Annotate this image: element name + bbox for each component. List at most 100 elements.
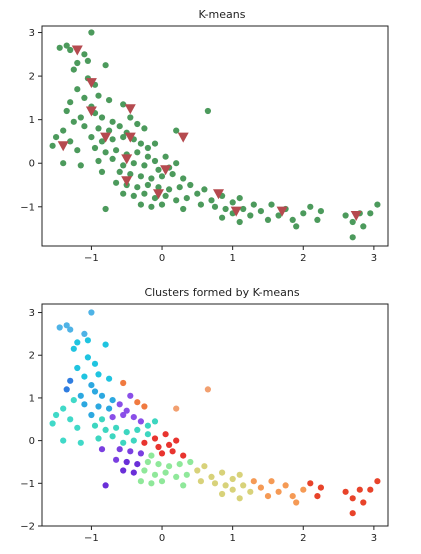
data-point <box>158 450 166 457</box>
x-axis: −1 0 1 2 3 <box>84 246 377 264</box>
data-point <box>158 173 166 180</box>
data-point <box>219 214 226 221</box>
data-point <box>151 195 159 202</box>
data-point <box>130 414 137 421</box>
data-point <box>201 186 208 193</box>
data-point <box>67 326 74 333</box>
data-point <box>197 478 204 485</box>
data-point <box>342 488 349 495</box>
data-point <box>134 120 141 128</box>
data-point <box>144 181 151 189</box>
data-point <box>151 157 159 165</box>
data-point <box>98 416 106 423</box>
data-point <box>187 458 194 466</box>
data-point <box>67 377 74 384</box>
data-point <box>222 482 229 489</box>
data-point <box>268 478 275 485</box>
data-point <box>81 123 88 130</box>
data-point <box>141 190 148 197</box>
data-point <box>166 441 173 448</box>
data-point <box>144 431 151 438</box>
data-point <box>183 195 190 202</box>
y-tick-label: 1 <box>29 115 35 126</box>
data-point <box>264 216 272 223</box>
data-point <box>116 446 123 453</box>
data-point <box>250 478 257 485</box>
data-point <box>95 125 102 132</box>
centroid-marker <box>100 132 112 143</box>
data-point <box>137 478 144 485</box>
data-point <box>137 201 144 208</box>
data-point <box>63 322 70 329</box>
data-point <box>70 397 77 404</box>
data-point <box>151 435 159 442</box>
data-point <box>204 386 211 393</box>
data-point <box>349 218 356 226</box>
data-point <box>67 138 74 145</box>
data-point <box>88 411 95 419</box>
data-point <box>155 184 162 191</box>
points-layer <box>49 29 381 241</box>
data-point <box>173 437 180 444</box>
data-point <box>236 218 243 226</box>
data-point <box>88 382 95 389</box>
data-point <box>166 186 173 193</box>
data-point <box>158 201 166 208</box>
data-point <box>102 149 109 156</box>
data-point <box>197 201 204 208</box>
data-point <box>123 407 130 414</box>
data-point <box>349 510 356 517</box>
data-point <box>77 439 84 446</box>
data-point <box>240 482 247 489</box>
centroid-marker <box>276 206 288 217</box>
data-point <box>151 471 159 478</box>
data-point <box>314 216 321 223</box>
data-point <box>74 86 81 93</box>
data-point <box>74 364 81 372</box>
centroid-marker <box>124 104 136 115</box>
y-axis: −2 −1 0 1 2 3 <box>20 308 42 533</box>
data-point <box>247 488 254 495</box>
data-point <box>106 127 113 134</box>
x-tick-label: 3 <box>371 533 377 544</box>
data-point <box>63 107 70 115</box>
data-point <box>113 179 120 186</box>
data-point <box>222 205 229 213</box>
data-point <box>88 134 95 141</box>
data-point <box>91 144 99 152</box>
data-point <box>162 153 169 160</box>
centroid-marker <box>124 132 136 143</box>
data-point <box>275 488 282 495</box>
data-point <box>289 216 296 223</box>
data-point <box>127 171 134 178</box>
data-point <box>102 482 109 489</box>
data-point <box>106 375 113 382</box>
data-point <box>173 160 180 167</box>
data-point <box>293 223 300 230</box>
data-point <box>275 212 282 219</box>
centroid-marker <box>160 165 172 176</box>
data-point <box>130 469 137 476</box>
data-point <box>120 190 127 197</box>
data-point <box>155 443 162 451</box>
data-point <box>49 420 56 427</box>
y-tick-label: 0 <box>29 159 35 170</box>
data-point <box>144 458 151 466</box>
data-point <box>342 212 349 219</box>
data-point <box>98 114 106 121</box>
data-point <box>130 437 137 444</box>
data-point <box>314 493 321 500</box>
points-layer <box>49 309 381 517</box>
data-point <box>307 203 314 210</box>
data-point <box>120 101 127 108</box>
data-point <box>317 208 324 215</box>
x-tick-label: 3 <box>371 253 377 264</box>
data-point <box>109 136 116 143</box>
data-point <box>91 360 99 367</box>
data-point <box>67 99 74 106</box>
data-point <box>141 467 148 474</box>
data-point <box>84 57 91 64</box>
centroids-layer <box>57 45 362 221</box>
data-point <box>74 147 81 154</box>
